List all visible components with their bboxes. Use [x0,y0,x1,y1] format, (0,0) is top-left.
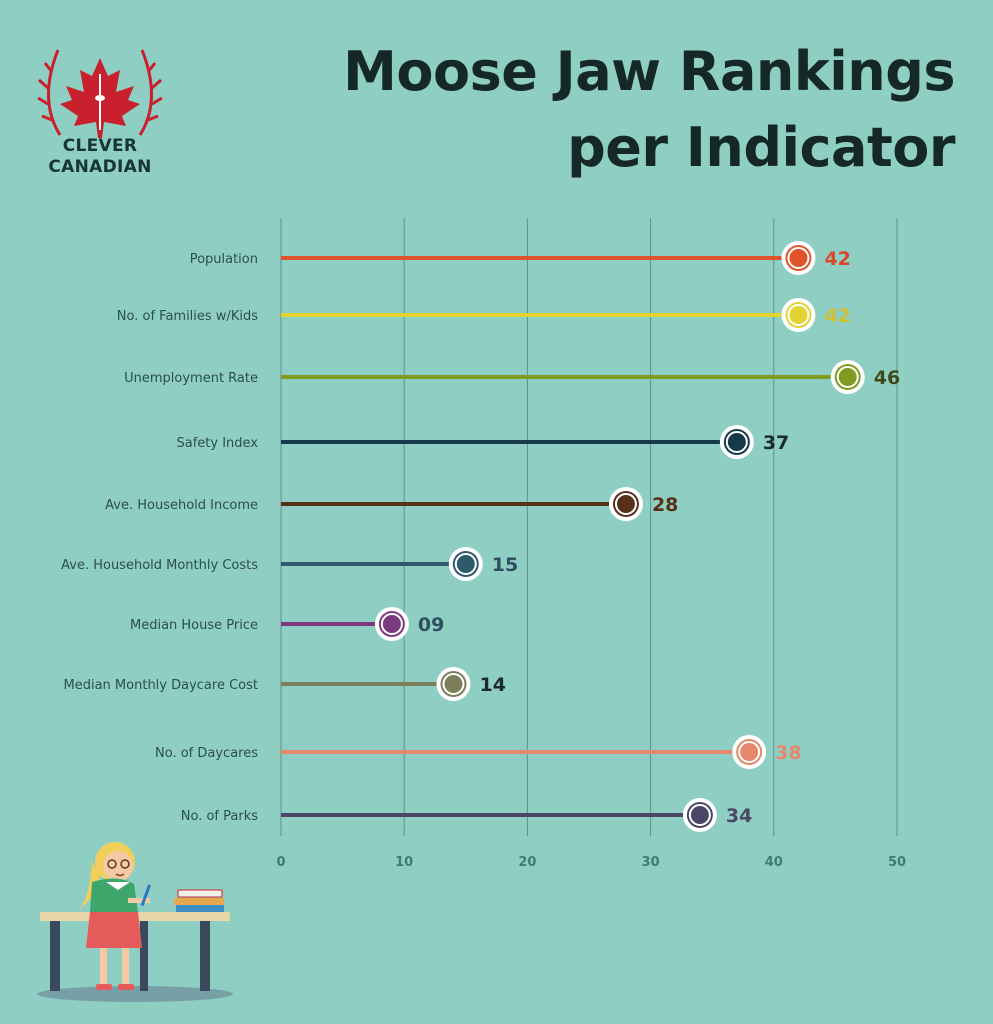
lollipop-marker-inner-ring [442,673,465,695]
clever-canadian-logo [37,49,163,138]
category-label: Safety Index [176,436,258,451]
value-label: 42 [824,248,850,270]
value-label: 28 [652,494,678,516]
category-label: Ave. Household Monthly Costs [61,558,258,573]
category-label: Population [190,252,258,267]
lollipop-marker-inner-ring [614,493,637,515]
girl-studying-illustration [37,842,233,1002]
value-label: 38 [775,742,801,764]
x-tick-label: 20 [518,855,536,870]
lollipop-marker-inner-ring [725,431,748,453]
page-title-line1: Moose Jaw Rankings [343,40,955,103]
laurel-right-icon [138,49,163,136]
brand-name-line2: CANADIAN [48,157,152,177]
x-tick-label: 10 [395,855,413,870]
lollipop-marker-inner-ring [738,741,761,763]
category-label: No. of Families w/Kids [117,309,258,324]
lollipop-marker-inner-ring [787,304,810,326]
lollipop-marker-inner-ring [380,613,403,635]
value-label: 15 [492,554,518,576]
value-label: 14 [479,674,505,696]
lollipop-marker-inner-ring [836,366,859,388]
x-tick-label: 0 [276,855,285,870]
category-label: No. of Parks [181,809,258,824]
category-label: Median Monthly Daycare Cost [64,678,258,693]
cn-tower-icon [95,74,105,130]
value-label: 34 [726,805,752,827]
value-label: 37 [763,432,789,454]
category-label: Median House Price [130,618,258,633]
brand-name-line1: CLEVER [62,136,138,156]
value-label: 09 [418,614,444,636]
x-tick-label: 50 [888,855,906,870]
category-label: Ave. Household Income [105,498,258,513]
value-label: 42 [824,305,850,327]
value-label: 46 [874,367,900,389]
lollipop-marker-inner-ring [454,553,477,575]
category-label: Unemployment Rate [124,371,258,386]
x-tick-label: 40 [765,855,783,870]
lollipop-marker-inner-ring [787,247,810,269]
x-tick-label: 30 [642,855,660,870]
lollipop-marker-inner-ring [688,804,711,826]
category-label: No. of Daycares [155,746,258,761]
page-title-line2: per Indicator [567,116,955,179]
laurel-left-icon [37,49,62,136]
